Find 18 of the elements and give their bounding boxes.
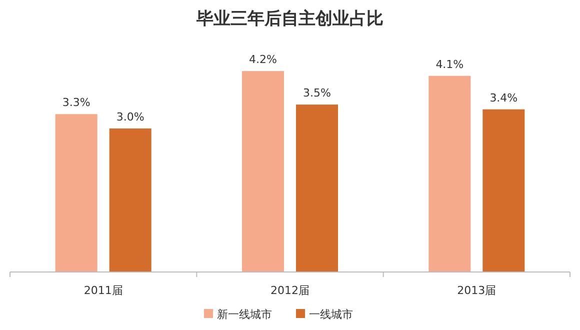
bar bbox=[55, 114, 98, 272]
data-label: 3.5% bbox=[303, 86, 331, 100]
legend-label: 新一线城市 bbox=[217, 308, 272, 321]
x-tick-label: 2011届 bbox=[84, 284, 123, 297]
data-label: 3.4% bbox=[490, 91, 518, 104]
bar bbox=[482, 109, 525, 272]
chart-title: 毕业三年后自主创业占比 bbox=[196, 9, 384, 28]
data-label: 4.1% bbox=[436, 58, 464, 71]
data-label: 3.0% bbox=[116, 110, 144, 124]
bar bbox=[109, 128, 152, 272]
bar bbox=[296, 104, 338, 272]
legend-label: 一线城市 bbox=[309, 308, 353, 321]
data-label: 4.2% bbox=[249, 53, 277, 66]
x-tick-label: 2013届 bbox=[457, 284, 496, 297]
bar bbox=[428, 76, 471, 272]
x-tick-label: 2012届 bbox=[270, 284, 310, 297]
data-label: 3.3% bbox=[62, 96, 90, 110]
bar bbox=[242, 71, 284, 272]
